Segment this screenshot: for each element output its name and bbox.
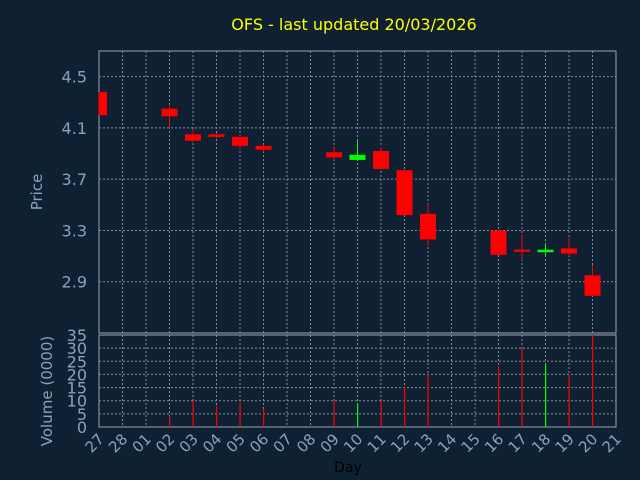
volume-bar (545, 363, 547, 427)
volume-bar (169, 416, 171, 427)
candle-body-down (373, 150, 389, 169)
volume-bar (404, 387, 406, 427)
volume-tick-label: 35 (67, 326, 87, 345)
x-tick-label: 04 (199, 430, 225, 456)
price-axis-title: Price (28, 174, 46, 211)
volume-bar (568, 374, 570, 427)
x-tick-label: 21 (599, 430, 625, 456)
x-tick-label: 16 (481, 430, 507, 456)
x-tick-label: 19 (552, 430, 578, 456)
price-tick-label: 2.9 (62, 273, 87, 292)
volume-bar (192, 400, 194, 427)
volume-tick-label: 0 (77, 418, 87, 437)
volume-bar (357, 403, 359, 427)
x-tick-label: 18 (528, 430, 554, 456)
candle-body-down (584, 275, 601, 296)
x-axis-title: Day (334, 460, 362, 476)
x-tick-label: 28 (105, 430, 131, 456)
volume-bar (380, 400, 382, 427)
candle-body-down (232, 136, 248, 146)
volume-tick-label: 5 (77, 405, 87, 424)
x-tick-label: 12 (387, 430, 413, 456)
candle-body-down (161, 108, 178, 117)
x-tick-label: 13 (411, 430, 437, 456)
price-tick-label: 3.3 (62, 221, 87, 240)
volume-bar (498, 366, 500, 427)
candle-body-down (185, 134, 201, 141)
x-tick-label: 14 (434, 430, 460, 456)
candle-body-down (396, 170, 413, 216)
candle-body-down (255, 145, 272, 150)
volume-tick-label: 25 (67, 352, 87, 371)
x-tick-label: 08 (293, 430, 319, 456)
x-tick-label: 07 (270, 430, 296, 456)
candle-body-down (561, 248, 577, 254)
candle-body-down (490, 230, 507, 255)
volume-bar (592, 335, 594, 427)
chart-title: OFS - last updated 20/03/2026 (231, 15, 476, 34)
candle-body-down (514, 249, 530, 252)
volume-bar (427, 374, 429, 427)
candle-body-down (326, 152, 342, 158)
x-tick-label: 17 (505, 430, 531, 456)
volume-bar (216, 405, 218, 427)
x-tick-label: 05 (223, 430, 249, 456)
x-tick-label: 03 (176, 430, 202, 456)
candle-body-down (208, 134, 225, 137)
volume-axis-title: Volume (0000) (38, 336, 56, 446)
x-tick-label: 10 (340, 430, 366, 456)
x-tick-label: 01 (129, 430, 155, 456)
volume-bar (333, 400, 335, 427)
x-tick-label: 15 (458, 430, 484, 456)
candle-body-down (99, 92, 107, 116)
x-tick-label: 11 (364, 430, 390, 456)
candle-body-up (537, 249, 554, 253)
x-tick-label: 09 (317, 430, 343, 456)
candle-body-up (349, 154, 366, 160)
volume-tick-label: 15 (67, 379, 87, 398)
volume-bar (239, 403, 241, 427)
volume-tick-label: 10 (67, 392, 87, 411)
volume-tick-label: 30 (67, 339, 87, 358)
price-tick-label: 4.5 (62, 68, 87, 87)
x-tick-label: 20 (575, 430, 601, 456)
volume-bar (263, 408, 265, 427)
x-tick-label: 02 (152, 430, 178, 456)
volume-tick-label: 20 (67, 365, 87, 384)
x-tick-label: 06 (246, 430, 272, 456)
candle-body-down (420, 213, 436, 240)
price-tick-label: 3.7 (62, 170, 87, 189)
price-tick-label: 4.1 (62, 119, 87, 138)
volume-bar (521, 348, 523, 427)
